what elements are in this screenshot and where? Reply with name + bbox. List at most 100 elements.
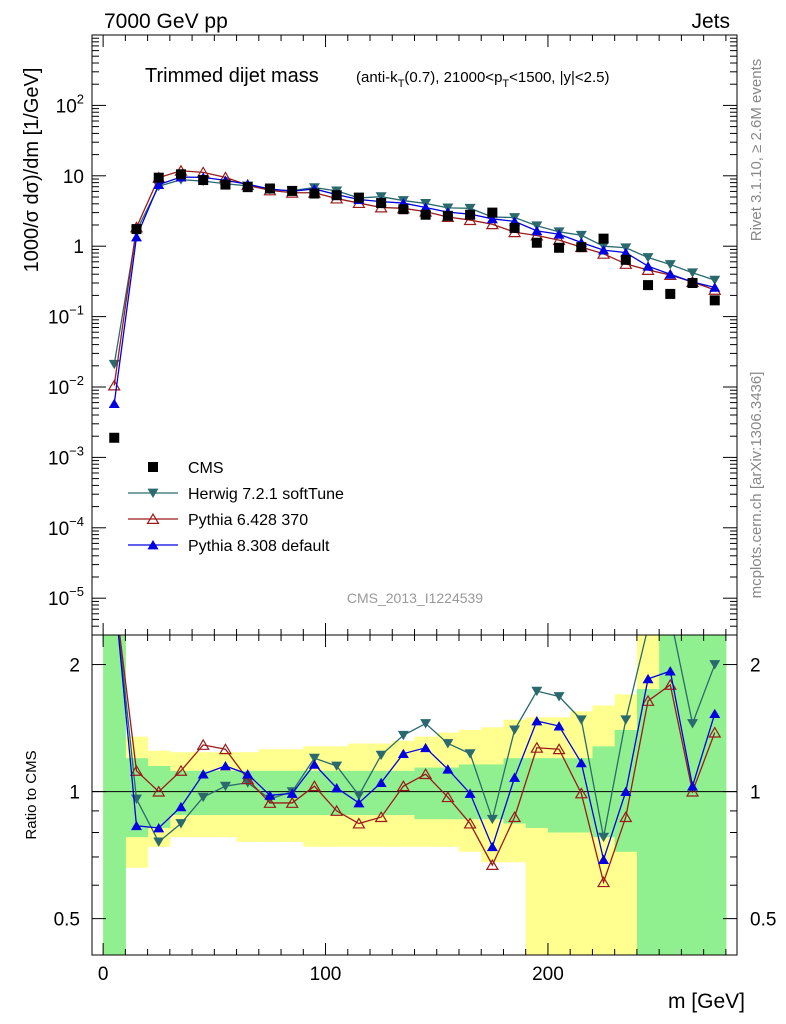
stat-uncertainty-band [370, 770, 393, 816]
ratio-point [642, 673, 654, 684]
series-line [113, 170, 715, 386]
ratio-point [463, 817, 477, 829]
data-point [398, 204, 409, 215]
ratio-plot-area [92, 623, 737, 955]
data-point [509, 222, 520, 233]
tick-exponent: −2 [69, 373, 84, 388]
ratio-point [486, 841, 498, 852]
main-x-ticks [102, 35, 727, 635]
legend-label: Herwig 7.2.1 softTune [188, 486, 344, 503]
main-y-tick-label: 10−4 [48, 514, 84, 540]
data-point [465, 209, 476, 220]
ratio-point [709, 660, 721, 670]
main-y-tick-label: 10 [63, 167, 84, 188]
mcplots-label: mcplots.cern.ch [arXiv:1306.3436] [748, 372, 765, 599]
main-y-tick-label: 10−1 [48, 303, 84, 329]
main-y-ticks [92, 34, 737, 636]
series-herwig-7-2-1-softtune [108, 175, 721, 370]
tick-base: 10 [56, 96, 77, 117]
series-line [113, 176, 715, 404]
main-subtitle-group: (anti-kT(0.7), 21000<pT<1500, |y|<2.5) [356, 69, 610, 90]
ratio-point [575, 715, 587, 725]
total-uncertainty-band [570, 711, 593, 955]
tick-exponent: −1 [69, 303, 84, 318]
data-point [486, 213, 498, 224]
ratio-point [175, 819, 187, 829]
ratio-point [687, 719, 699, 729]
ratio-point [464, 788, 476, 798]
data-point [153, 172, 164, 183]
data-point [198, 175, 209, 186]
data-point [376, 198, 387, 209]
stat-uncertainty-band [169, 770, 193, 816]
header-left-label: 7000 GeV pp [104, 10, 228, 33]
stat-uncertainty-band [103, 635, 126, 955]
ratio-y-tick-label: 2 [69, 656, 80, 677]
data-point [575, 230, 587, 241]
series-line [113, 179, 715, 365]
main-y-tick-label: 10−5 [48, 584, 84, 610]
ratio-point [709, 708, 721, 719]
ratio-point [464, 749, 476, 759]
data-point [664, 260, 676, 270]
ratio-point [396, 780, 410, 792]
data-point [687, 278, 698, 289]
ratio-panel: 0 100 200 0.5 0.5 1 1 2 2 [54, 623, 776, 985]
ratio-point [130, 820, 142, 831]
main-plot-area [107, 164, 722, 443]
series-pythia-8-308-default [108, 172, 721, 409]
data-point [665, 288, 676, 299]
ratio-point [664, 666, 676, 676]
tick-base: 10 [48, 308, 69, 329]
x-axis-label: m [GeV] [668, 990, 745, 1013]
data-point [131, 224, 142, 235]
data-point [620, 247, 632, 258]
data-point [220, 179, 231, 190]
ratio-point [152, 785, 166, 797]
ratio-point [397, 730, 409, 741]
tick-base: 10 [48, 589, 69, 610]
data-point [264, 183, 275, 194]
ratio-point [685, 785, 700, 797]
data-point [553, 229, 565, 239]
ratio-point [397, 748, 409, 759]
data-point [487, 207, 498, 218]
ratio-point [620, 715, 632, 725]
ratio-point [420, 742, 432, 753]
stat-uncertainty-band [503, 758, 527, 824]
stat-uncertainty-band [392, 770, 415, 816]
ratio-point [241, 773, 255, 785]
legend-marker [147, 540, 159, 550]
data-point [642, 253, 654, 263]
data-point [353, 192, 364, 203]
ratio-point [285, 796, 299, 808]
x-tick-label: 0 [98, 964, 109, 985]
ratio-point [643, 623, 654, 632]
ratio-point [352, 817, 366, 829]
ratio-point [375, 750, 387, 761]
ratio-series-line [119, 635, 716, 885]
main-y-axis-label: 1000/σ dσ)/dm [1/GeV] [21, 68, 43, 273]
ratio-point [308, 753, 320, 764]
x-tick-label: 100 [310, 964, 342, 985]
tick-exponent: 2 [77, 91, 84, 106]
ratio-point [420, 719, 432, 729]
ratio-y-tick-label-right: 0.5 [750, 910, 776, 931]
data-point [709, 275, 721, 286]
ratio-y-tick-label: 0.5 [54, 910, 80, 931]
data-point [175, 169, 186, 180]
ratio-point [307, 780, 321, 792]
tick-base: 10 [48, 519, 69, 540]
data-point [464, 203, 476, 214]
ratio-point [553, 721, 565, 731]
data-point [531, 225, 543, 236]
ratio-point [552, 743, 566, 755]
ratio-point [485, 858, 499, 870]
ratio-point [620, 786, 632, 796]
data-point [642, 261, 654, 271]
ratio-point [442, 764, 454, 774]
stat-uncertainty-band [636, 689, 660, 955]
main-title-group: Trimmed dijet mass [145, 65, 319, 87]
legend-marker [148, 462, 158, 472]
